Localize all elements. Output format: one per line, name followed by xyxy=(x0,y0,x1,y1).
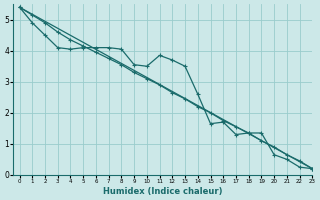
X-axis label: Humidex (Indice chaleur): Humidex (Indice chaleur) xyxy=(103,187,222,196)
